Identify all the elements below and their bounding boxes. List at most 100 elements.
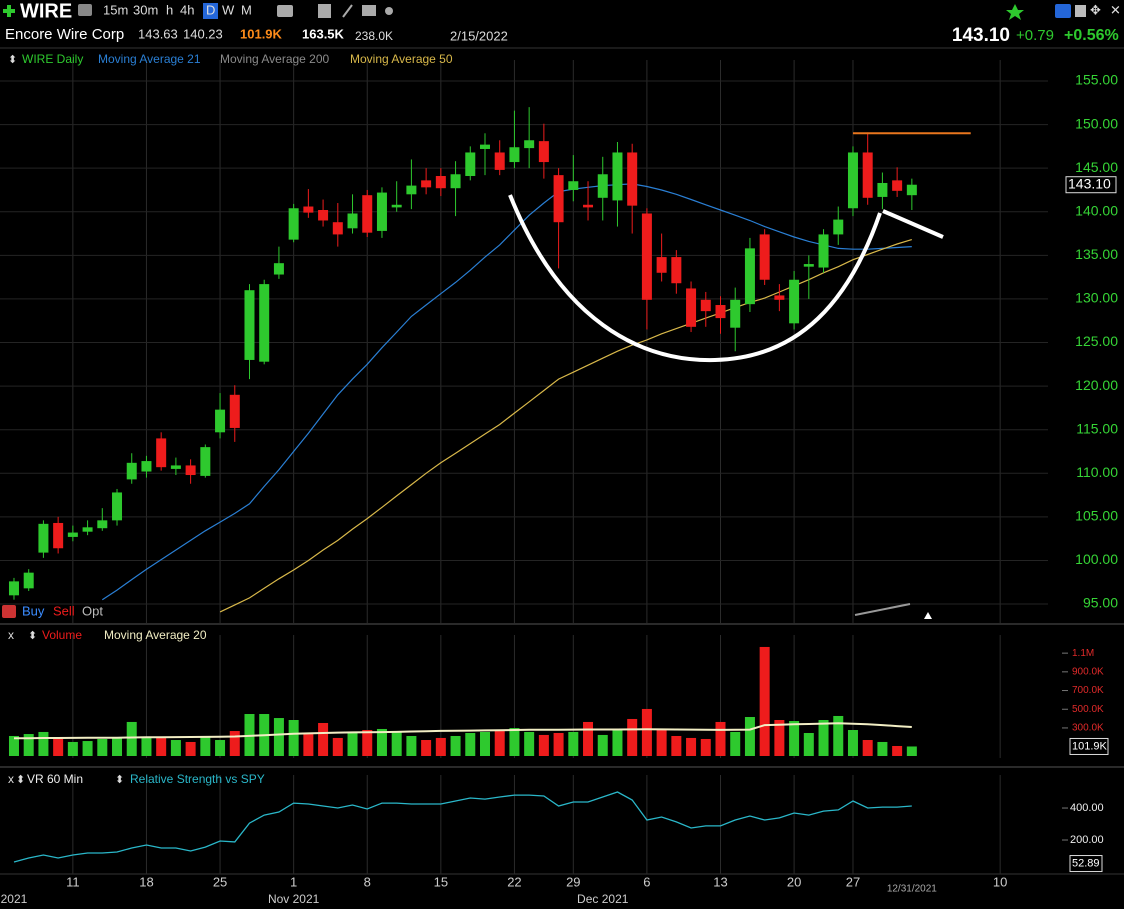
x-tick-label: 27 <box>846 874 860 889</box>
volume-bar <box>789 721 800 756</box>
candle-body <box>406 185 417 195</box>
quote-row: Encore Wire Corp 143.63 140.23 101.9K 16… <box>5 25 1119 46</box>
legend-indicator[interactable]: Moving Average 200 <box>220 52 330 66</box>
volume-bar <box>288 719 299 756</box>
timeframe-button[interactable]: 4h <box>180 2 194 17</box>
x-tick-label: 20 <box>787 874 801 889</box>
candle-body <box>597 174 608 198</box>
legend-icon: ⬍ <box>8 54 17 66</box>
volume-bar <box>435 737 446 756</box>
volume-bar <box>406 735 417 756</box>
active-timeframe <box>203 3 218 19</box>
icon[interactable] <box>1055 4 1071 18</box>
icon[interactable] <box>342 4 353 18</box>
icon[interactable] <box>385 7 393 15</box>
candle-body <box>126 462 137 480</box>
close-icon[interactable]: x <box>8 772 14 786</box>
buy-button[interactable]: Buy <box>22 603 45 618</box>
y-tick-label: 700.0K <box>1072 685 1104 696</box>
volume-bar <box>612 730 623 756</box>
volume-bar <box>656 730 667 756</box>
star-icon[interactable] <box>1006 4 1024 20</box>
volume-bar <box>877 741 888 756</box>
candle-body <box>318 210 329 221</box>
icon[interactable] <box>362 5 376 16</box>
candle-body <box>288 208 299 240</box>
icon[interactable] <box>318 4 331 18</box>
last-value-box <box>1069 737 1109 755</box>
close-icon[interactable]: ✕ <box>1110 2 1121 17</box>
volume-bar <box>200 737 211 756</box>
timeframe-button[interactable]: D <box>206 2 215 17</box>
legend-series[interactable]: Relative Strength vs SPY <box>130 772 265 786</box>
volume-bar <box>23 734 34 756</box>
candle-body <box>259 284 270 362</box>
x-tick-label: 29 <box>566 874 580 889</box>
candle-body <box>524 140 535 149</box>
opt-button[interactable]: Opt <box>82 603 103 618</box>
candle-body <box>332 222 343 235</box>
x-tick-label: 15 <box>434 874 448 889</box>
y-tick-label: 200.00 <box>1070 834 1104 846</box>
y-tick-label: 145.00 <box>1075 159 1118 175</box>
candle-body <box>450 174 461 189</box>
volume-bar <box>332 737 343 756</box>
legend-series[interactable]: Volume <box>42 628 82 642</box>
candle-body <box>376 192 387 231</box>
candle-body <box>8 581 19 596</box>
candle-body <box>38 523 49 553</box>
candle-body <box>671 257 682 284</box>
timeframe-button[interactable]: 15m <box>103 2 128 17</box>
volume-bar <box>524 731 535 756</box>
date-marker: 12/31/2021 <box>887 884 937 895</box>
candle-body <box>730 299 741 328</box>
candle-body <box>141 461 152 472</box>
volume-bar <box>803 732 814 756</box>
timeframe-button[interactable]: M <box>241 2 252 17</box>
x-tick-label: 18 <box>139 874 153 889</box>
volume-bar <box>509 728 520 756</box>
rs-plot <box>13 791 912 863</box>
legend-series[interactable]: WIRE Daily <box>22 52 83 66</box>
timeframe-button[interactable]: W <box>222 2 235 17</box>
icon[interactable] <box>78 4 92 16</box>
sell-button[interactable]: Sell <box>53 603 75 618</box>
candle-body <box>862 152 873 198</box>
volume-bar <box>38 731 49 756</box>
candle-body <box>818 234 829 268</box>
volume-bar <box>170 740 181 756</box>
volume-bar <box>686 737 697 756</box>
icon[interactable] <box>277 5 293 17</box>
x-tick-label: 11 <box>66 874 80 889</box>
y-tick-label: 130.00 <box>1075 290 1118 306</box>
candle-body <box>847 152 858 209</box>
volume-bar <box>318 722 329 756</box>
legend-indicator[interactable]: Moving Average 21 <box>98 52 201 66</box>
cup-annotation <box>508 194 882 363</box>
quote-field: 101.9K <box>240 26 283 41</box>
add-icon[interactable] <box>3 5 15 17</box>
candle-body <box>82 527 93 532</box>
x-tick-label: 22 <box>507 874 521 889</box>
last-value-label: 101.9K <box>1072 740 1108 752</box>
volume-bar <box>715 721 726 756</box>
legend-indicator[interactable]: Moving Average 50 <box>350 52 453 66</box>
timeframe-button[interactable]: h <box>166 2 173 17</box>
volume-bar <box>583 721 594 756</box>
candle-body <box>803 264 814 267</box>
icon[interactable]: ✥ <box>1090 2 1101 17</box>
icon[interactable] <box>1075 5 1086 17</box>
y-tick-label: 120.00 <box>1075 377 1118 393</box>
timeframes: 15m 30m h 4h D W M <box>103 2 252 19</box>
close-icon[interactable]: x <box>8 628 14 642</box>
legend-icon: ⬍ <box>115 774 124 786</box>
volume-bar <box>759 646 770 756</box>
legend-indicator[interactable]: Moving Average 20 <box>104 628 207 642</box>
volume-bar <box>818 719 829 756</box>
grid <box>0 60 1068 874</box>
candle-body <box>23 572 34 589</box>
y-tick-label: 125.00 <box>1075 333 1118 349</box>
icon[interactable] <box>2 605 16 618</box>
legend-study[interactable]: VR 60 Min <box>27 772 83 786</box>
timeframe-button[interactable]: 30m <box>133 2 158 17</box>
